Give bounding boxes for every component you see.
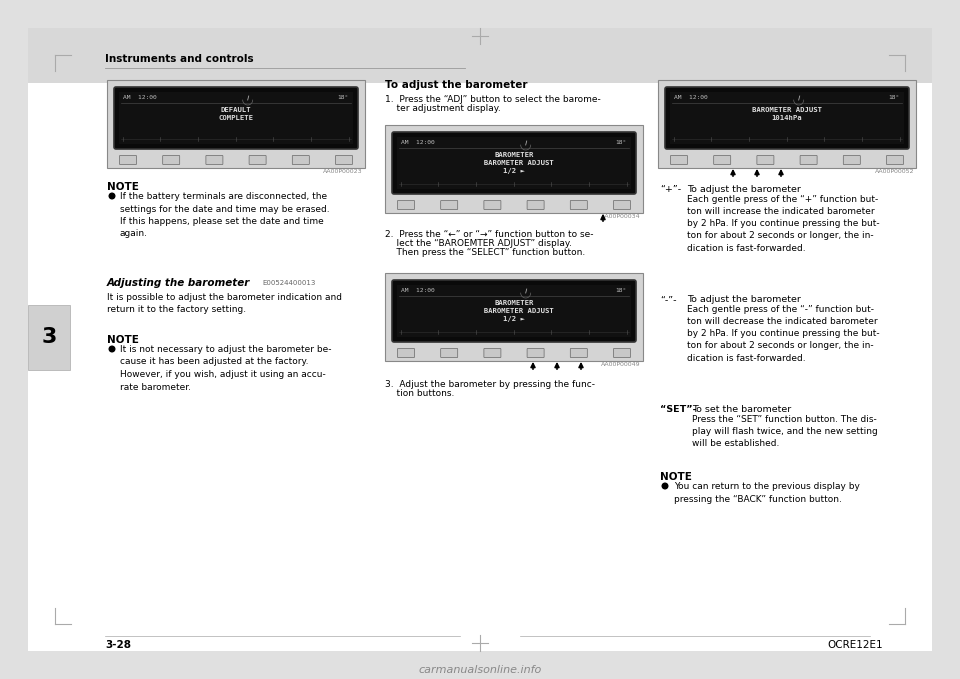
Text: 2.  Press the “←” or “→” function button to se-: 2. Press the “←” or “→” function button …	[385, 230, 593, 239]
Text: If the battery terminals are disconnected, the
settings for the date and time ma: If the battery terminals are disconnecte…	[120, 192, 329, 238]
Text: Each gentle press of the “+” function but-
ton will increase the indicated barom: Each gentle press of the “+” function bu…	[687, 195, 879, 253]
FancyBboxPatch shape	[484, 348, 501, 358]
Text: ter adjustment display.: ter adjustment display.	[385, 104, 501, 113]
FancyBboxPatch shape	[162, 155, 180, 164]
FancyBboxPatch shape	[527, 200, 544, 210]
FancyBboxPatch shape	[570, 200, 588, 210]
Text: 18°: 18°	[615, 288, 627, 293]
Circle shape	[109, 194, 115, 199]
Text: Then press the “SELECT” function button.: Then press the “SELECT” function button.	[385, 248, 586, 257]
Bar	[28, 28, 932, 83]
Text: BAROMETER: BAROMETER	[494, 300, 534, 306]
Text: Adjusting the barometer: Adjusting the barometer	[107, 278, 251, 288]
Bar	[397, 137, 631, 189]
Bar	[670, 92, 904, 144]
Text: 3.  Adjust the barometer by pressing the func-: 3. Adjust the barometer by pressing the …	[385, 380, 595, 389]
Text: AA00P00023: AA00P00023	[324, 169, 363, 174]
Circle shape	[109, 346, 115, 352]
Text: carmanualsonline.info: carmanualsonline.info	[419, 665, 541, 675]
Text: DEFAULT: DEFAULT	[221, 107, 252, 113]
FancyBboxPatch shape	[441, 348, 458, 358]
Text: 3: 3	[41, 327, 57, 347]
Text: “-”-: “-”-	[660, 295, 677, 304]
Text: 18°: 18°	[889, 95, 900, 100]
Text: AM  12:00: AM 12:00	[123, 95, 156, 100]
Text: To adjust the barometer: To adjust the barometer	[385, 80, 527, 90]
Bar	[658, 80, 916, 168]
Bar	[385, 273, 643, 361]
Text: AA00P00052: AA00P00052	[875, 169, 914, 174]
Text: NOTE: NOTE	[107, 182, 139, 192]
Text: It is possible to adjust the barometer indication and
return it to the factory s: It is possible to adjust the barometer i…	[107, 293, 342, 314]
Text: E00524400013: E00524400013	[262, 280, 316, 286]
FancyBboxPatch shape	[843, 155, 860, 164]
Text: 1/2 ►: 1/2 ►	[503, 316, 525, 322]
Text: OCRE12E1: OCRE12E1	[828, 640, 883, 650]
FancyBboxPatch shape	[205, 155, 223, 164]
Text: lect the “BAROEMTER ADJUST” display.: lect the “BAROEMTER ADJUST” display.	[385, 239, 572, 248]
Bar	[385, 125, 643, 213]
FancyBboxPatch shape	[886, 155, 903, 164]
FancyBboxPatch shape	[114, 87, 358, 149]
FancyBboxPatch shape	[570, 348, 588, 358]
FancyBboxPatch shape	[484, 200, 501, 210]
Text: 1.  Press the “ADJ” button to select the barome-: 1. Press the “ADJ” button to select the …	[385, 95, 601, 104]
Text: COMPLETE: COMPLETE	[219, 115, 253, 121]
FancyBboxPatch shape	[292, 155, 309, 164]
FancyBboxPatch shape	[665, 87, 909, 149]
Text: “+”-: “+”-	[660, 185, 682, 194]
FancyBboxPatch shape	[800, 155, 817, 164]
FancyBboxPatch shape	[441, 200, 458, 210]
Text: It is not necessary to adjust the barometer be-
cause it has been adjusted at th: It is not necessary to adjust the barome…	[120, 345, 331, 392]
Text: AM  12:00: AM 12:00	[401, 288, 435, 293]
FancyBboxPatch shape	[397, 348, 415, 358]
Bar	[119, 92, 353, 144]
FancyBboxPatch shape	[613, 348, 631, 358]
Text: NOTE: NOTE	[107, 335, 139, 345]
Bar	[397, 285, 631, 337]
FancyBboxPatch shape	[613, 200, 631, 210]
Text: “SET”-: “SET”-	[660, 405, 697, 414]
FancyBboxPatch shape	[756, 155, 774, 164]
Text: 3-28: 3-28	[105, 640, 131, 650]
Text: AA00P00034: AA00P00034	[601, 214, 641, 219]
Text: You can return to the previous display by
pressing the “BACK” function button.: You can return to the previous display b…	[674, 482, 860, 504]
FancyBboxPatch shape	[249, 155, 266, 164]
Text: Instruments and controls: Instruments and controls	[105, 54, 253, 64]
FancyBboxPatch shape	[713, 155, 731, 164]
Bar	[28, 305, 70, 370]
Text: 1014hPa: 1014hPa	[772, 115, 803, 121]
Text: tion buttons.: tion buttons.	[385, 389, 454, 398]
Text: Press the “SET” function button. The dis-
play will flash twice, and the new set: Press the “SET” function button. The dis…	[692, 415, 877, 448]
Bar	[107, 80, 365, 168]
Text: BAROMETER ADJUST: BAROMETER ADJUST	[474, 308, 553, 314]
Text: BAROMETER: BAROMETER	[494, 152, 534, 158]
Circle shape	[662, 483, 668, 489]
Text: AM  12:00: AM 12:00	[674, 95, 708, 100]
Text: To set the barometer: To set the barometer	[692, 405, 791, 414]
Text: AM  12:00: AM 12:00	[401, 140, 435, 145]
FancyBboxPatch shape	[670, 155, 687, 164]
Text: AA00P00049: AA00P00049	[601, 362, 641, 367]
FancyBboxPatch shape	[397, 200, 415, 210]
Text: 18°: 18°	[615, 140, 627, 145]
FancyBboxPatch shape	[335, 155, 352, 164]
FancyBboxPatch shape	[392, 132, 636, 194]
Text: To adjust the barometer: To adjust the barometer	[687, 185, 801, 194]
Text: 18°: 18°	[338, 95, 349, 100]
Text: To adjust the barometer: To adjust the barometer	[687, 295, 801, 304]
Text: BAROMETER ADJUST: BAROMETER ADJUST	[474, 160, 553, 166]
Text: 1/2 ►: 1/2 ►	[503, 168, 525, 174]
FancyBboxPatch shape	[119, 155, 136, 164]
Text: NOTE: NOTE	[660, 472, 692, 482]
FancyBboxPatch shape	[392, 280, 636, 342]
Text: BAROMETER ADJUST: BAROMETER ADJUST	[752, 107, 822, 113]
Text: Each gentle press of the “-” function but-
ton will decrease the indicated barom: Each gentle press of the “-” function bu…	[687, 305, 879, 363]
FancyBboxPatch shape	[527, 348, 544, 358]
